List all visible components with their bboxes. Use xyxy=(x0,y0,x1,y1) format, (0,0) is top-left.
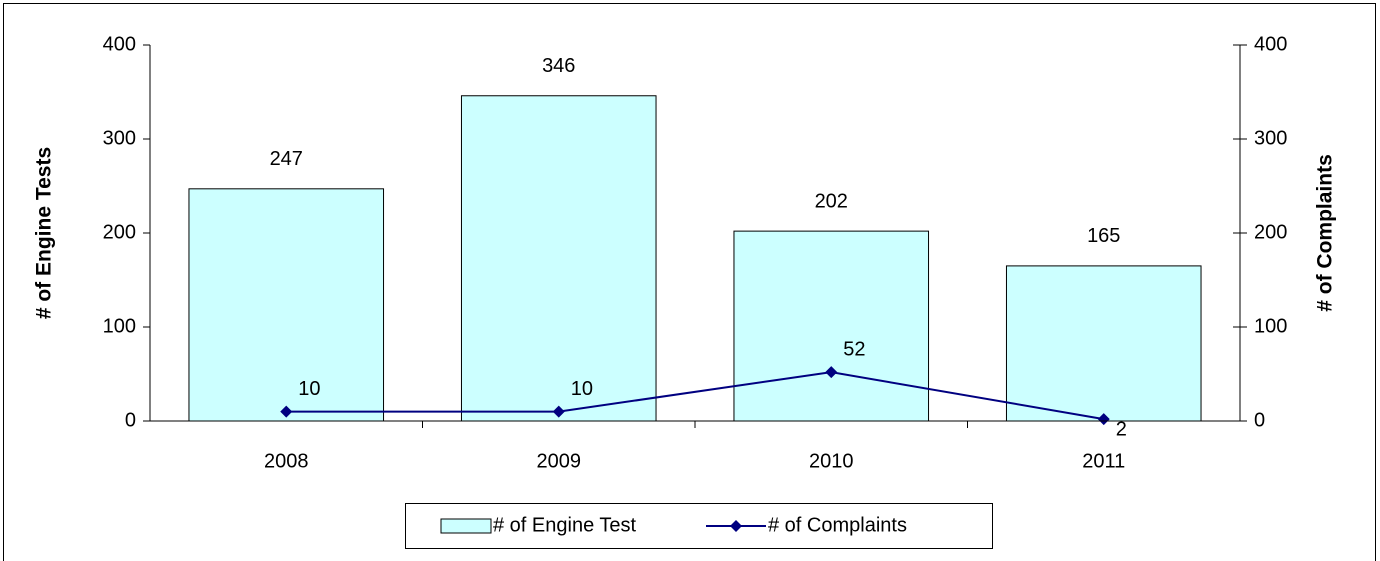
y-tick-label: 0 xyxy=(125,409,136,431)
line-marker xyxy=(825,366,838,379)
legend-label: # of Engine Test xyxy=(493,514,637,536)
legend-swatch xyxy=(440,518,492,534)
legend-box xyxy=(405,503,993,549)
line-value-label: 10 xyxy=(571,378,593,400)
y2-tick-label: 400 xyxy=(1254,33,1287,55)
bar xyxy=(733,230,930,422)
y2-tick-label: 300 xyxy=(1254,127,1287,149)
line xyxy=(286,371,1104,421)
line-marker xyxy=(280,405,293,418)
y2-tick-label: 0 xyxy=(1254,409,1265,431)
legend-marker xyxy=(730,520,742,532)
y2-tick-label: 100 xyxy=(1254,315,1287,337)
y-axis-title: # of Engine Tests xyxy=(33,147,56,319)
bar-value-label: 247 xyxy=(270,148,303,170)
y-tick-label: 200 xyxy=(103,221,136,243)
bar-value-label: 346 xyxy=(542,55,575,77)
x-tick-label: 2008 xyxy=(264,450,309,472)
y-tick-label: 400 xyxy=(103,33,136,55)
x-tick-label: 2011 xyxy=(1082,450,1125,472)
x-tick-label: 2010 xyxy=(809,450,854,472)
y-tick-label: 300 xyxy=(103,127,136,149)
line-marker xyxy=(1097,413,1110,426)
line-value-label: 10 xyxy=(298,378,320,400)
bar-value-label: 202 xyxy=(815,190,848,212)
x-tick-label: 2009 xyxy=(537,450,582,472)
y2-axis-title: # of Complaints xyxy=(1314,154,1337,312)
y-tick-label: 100 xyxy=(103,315,136,337)
bar xyxy=(460,95,657,422)
line-value-label: 52 xyxy=(843,338,865,360)
line-marker xyxy=(552,405,565,418)
legend-label: # of Complaints xyxy=(768,514,907,536)
line-value-label: 2 xyxy=(1116,418,1127,440)
bar xyxy=(188,188,385,422)
y2-tick-label: 200 xyxy=(1254,221,1287,243)
bar xyxy=(1005,265,1202,422)
bar-value-label: 165 xyxy=(1087,225,1120,247)
